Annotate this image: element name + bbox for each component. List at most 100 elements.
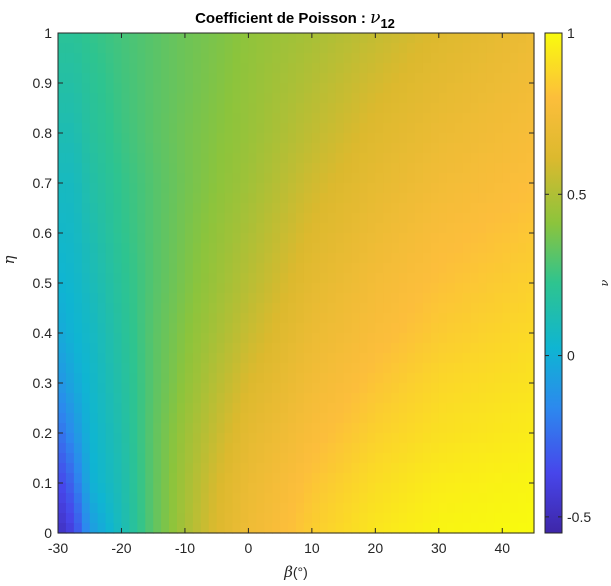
heatmap-cell [454, 513, 464, 524]
heatmap-cell [296, 463, 305, 474]
heatmap-cell [296, 193, 305, 204]
heatmap-cell [510, 403, 519, 414]
heatmap-cell [438, 483, 448, 494]
heatmap-cell [359, 253, 368, 264]
heatmap-cell [478, 143, 487, 154]
heatmap-cell [280, 423, 289, 434]
heatmap-cell [430, 53, 440, 64]
heatmap-cell [470, 423, 480, 434]
heatmap-cell [81, 153, 91, 164]
heatmap-cell [470, 313, 480, 324]
heatmap-cell [177, 213, 186, 224]
heatmap-cell [518, 403, 527, 414]
heatmap-cell [446, 413, 456, 424]
heatmap-cell [446, 233, 456, 244]
heatmap-cell [121, 153, 130, 164]
heatmap-cell [454, 483, 464, 494]
heatmap-cell [351, 73, 361, 84]
heatmap-cell [153, 93, 162, 104]
chart-title-text: Coefficient de Poisson : [195, 10, 370, 27]
heatmap-cell [216, 373, 226, 384]
heatmap-cell [200, 263, 210, 274]
heatmap-cell [97, 333, 107, 344]
heatmap-cell [454, 53, 464, 64]
heatmap-cell [105, 343, 115, 354]
heatmap-cell [438, 213, 448, 224]
heatmap-cell [383, 313, 392, 324]
heatmap-cell [335, 133, 345, 144]
heatmap-cell [224, 233, 234, 244]
heatmap-cell [137, 503, 146, 514]
heatmap-cell [518, 223, 527, 234]
heatmap-cell [73, 423, 83, 434]
heatmap-cell [446, 173, 456, 184]
heatmap-cell [192, 263, 202, 274]
heatmap-cell [375, 453, 384, 464]
heatmap-cell [232, 143, 242, 154]
heatmap-cell [478, 413, 487, 424]
heatmap-cell [415, 233, 424, 244]
heatmap-cell [391, 43, 400, 54]
heatmap-cell [478, 433, 487, 444]
heatmap-cell [311, 443, 321, 454]
heatmap-cell [208, 133, 218, 144]
heatmap-cell [407, 103, 416, 114]
heatmap-cell [224, 273, 234, 284]
heatmap-cell [303, 283, 313, 294]
heatmap-cell [486, 343, 495, 354]
heatmap-cell [161, 103, 170, 114]
heatmap-cell [399, 313, 408, 324]
heatmap-cell [161, 183, 170, 194]
heatmap-cell [137, 103, 146, 114]
heatmap-cell [89, 93, 99, 104]
heatmap-cell [216, 393, 226, 404]
heatmap-cell [510, 453, 519, 464]
heatmap-cell [145, 393, 154, 404]
heatmap-cell [81, 223, 91, 234]
heatmap-cell [89, 333, 99, 344]
heatmap-cell [73, 53, 83, 64]
heatmap-cell [73, 103, 83, 114]
heatmap-cell [407, 173, 416, 184]
heatmap-cell [470, 273, 480, 284]
heatmap-cell [105, 353, 115, 364]
heatmap-cell [288, 343, 297, 354]
heatmap-cell [129, 63, 138, 74]
heatmap-cell [153, 213, 162, 224]
heatmap-cell [319, 343, 329, 354]
heatmap-cell [192, 393, 202, 404]
heatmap-cell [375, 293, 384, 304]
heatmap-cell [272, 103, 281, 114]
heatmap-cell [129, 253, 138, 264]
heatmap-cell [58, 493, 67, 504]
heatmap-cell [446, 153, 456, 164]
heatmap-cell [319, 483, 329, 494]
heatmap-cell [280, 33, 289, 44]
heatmap-cell [264, 403, 273, 414]
heatmap-cell [137, 523, 146, 534]
heatmap-cell [65, 183, 75, 194]
heatmap-cell [454, 273, 464, 284]
heatmap-cell [367, 173, 376, 184]
heatmap-cell [272, 183, 281, 194]
heatmap-cell [105, 363, 115, 374]
heatmap-cell [58, 193, 67, 204]
heatmap-cell [296, 433, 305, 444]
heatmap-cell [296, 293, 305, 304]
heatmap-cell [526, 503, 535, 514]
heatmap-cell [422, 383, 432, 394]
heatmap-cell [153, 503, 162, 514]
heatmap-cell [407, 243, 416, 254]
heatmap-cell [272, 293, 281, 304]
heatmap-cell [430, 333, 440, 344]
heatmap-cell [518, 443, 527, 454]
heatmap-cell [145, 193, 154, 204]
heatmap-cell [121, 123, 130, 134]
heatmap-cell [192, 203, 202, 214]
heatmap-cell [232, 253, 242, 264]
heatmap-cell [232, 473, 242, 484]
heatmap-cell [216, 243, 226, 254]
heatmap-cell [232, 273, 242, 284]
heatmap-cell [216, 283, 226, 294]
heatmap-cell [470, 453, 480, 464]
